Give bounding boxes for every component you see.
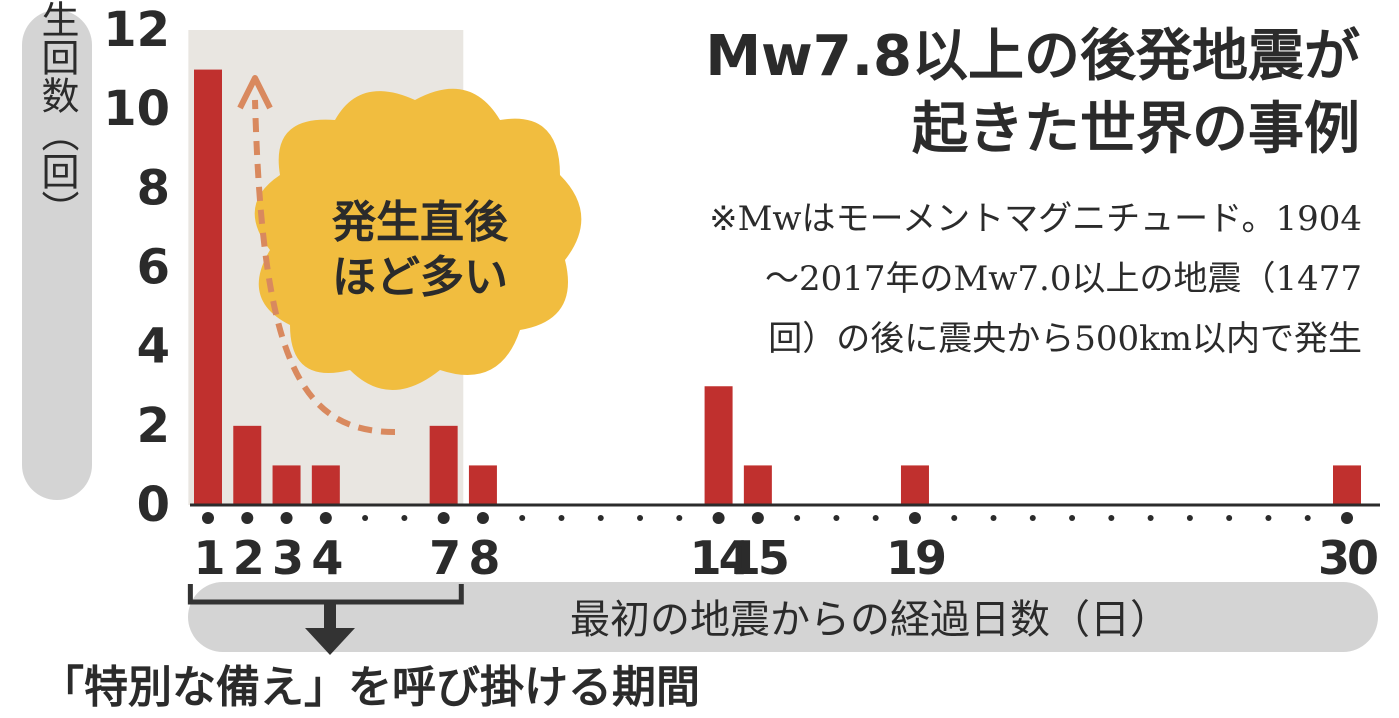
y-tick-label: 8 (137, 160, 170, 216)
y-axis-label: 発生回数（回） (35, 0, 79, 228)
day-dot (362, 515, 369, 521)
day-dot-major (241, 512, 254, 524)
bar (429, 425, 458, 505)
day-dot (519, 515, 526, 521)
day-dot-major (202, 512, 214, 524)
day-dots (202, 512, 1353, 524)
day-dot (401, 515, 408, 521)
day-dot (1226, 515, 1233, 521)
day-dot (1069, 515, 1076, 521)
day-dot (1265, 515, 1272, 521)
callout-line-1: 発生直後 (331, 197, 509, 248)
y-tick-label: 4 (137, 319, 170, 375)
x-tick-label: 2 (233, 531, 262, 585)
callout-burst (254, 88, 582, 390)
x-axis-label-pill (188, 582, 1378, 652)
x-tick-label: 3 (272, 531, 301, 585)
note-line-3: 回）の後に震央から500km以内で発生 (768, 319, 1362, 359)
day-dot-major (751, 512, 764, 524)
bar (900, 465, 929, 505)
day-dot (558, 515, 565, 521)
x-tick-label: 30 (1318, 531, 1377, 585)
chart-title-line-1: Mw7.8以上の後発地震が (705, 24, 1360, 89)
y-tick-label: 2 (137, 398, 170, 454)
bar (704, 386, 733, 505)
day-dot-major (476, 512, 489, 524)
chart-title-line-2: 起きた世界の事例 (912, 97, 1360, 162)
day-dot (637, 515, 644, 521)
day-dot (1186, 515, 1193, 521)
day-dot (951, 515, 958, 521)
bar (311, 465, 340, 505)
bar (194, 69, 222, 505)
x-tick-label: 14 (690, 531, 749, 585)
day-dot-major (712, 512, 725, 524)
period-label: 「特別な備え」を呼び掛ける期間 (40, 662, 700, 713)
bar (1333, 465, 1361, 505)
day-dot (1147, 515, 1154, 521)
trend-arrow (252, 99, 396, 435)
x-tick-label: 1 (193, 531, 222, 585)
x-tick-label: 7 (429, 531, 458, 585)
y-tick-label: 6 (137, 240, 170, 296)
day-dot (1304, 515, 1311, 521)
y-tick-label: 12 (103, 2, 170, 58)
day-dot (1108, 515, 1115, 521)
note-line-1: ※Mwはモーメントマグニチュード。1904 (709, 199, 1362, 239)
day-dot (794, 515, 801, 521)
x-tick-label: 19 (886, 531, 945, 585)
day-dot (833, 515, 840, 521)
x-axis-label: 最初の地震からの経過日数（日） (570, 597, 1170, 643)
day-dot-major (319, 512, 332, 524)
callout-line-2: ほど多い (332, 252, 508, 303)
x-tick-label: 15 (729, 531, 787, 585)
note-line-2: ～2017年のMw7.0以上の地震（1477 (765, 259, 1362, 299)
y-axis-label-pill (22, 10, 92, 500)
x-tick-label: 8 (468, 531, 498, 585)
y-tick-label: 10 (103, 81, 170, 137)
x-tick-label: 4 (311, 531, 341, 585)
day-dot-major (1341, 512, 1353, 524)
day-dot (1029, 515, 1036, 521)
bars (194, 69, 1361, 505)
day-dot (676, 515, 683, 521)
bar (272, 465, 301, 505)
day-dot (872, 515, 879, 521)
day-dot-major (437, 512, 450, 524)
period-arrow-icon (305, 628, 355, 655)
day-dot-major (280, 512, 293, 524)
day-dot (597, 515, 604, 521)
y-tick-label: 0 (137, 477, 170, 533)
day-dot-major (908, 512, 921, 524)
bar (233, 425, 262, 505)
trend-arrowhead-icon (237, 75, 273, 110)
y-tick-labels: 0 2 4 6 8 10 12 (103, 2, 170, 533)
bar (468, 465, 497, 505)
day-dot (990, 515, 997, 521)
bar (743, 465, 772, 505)
